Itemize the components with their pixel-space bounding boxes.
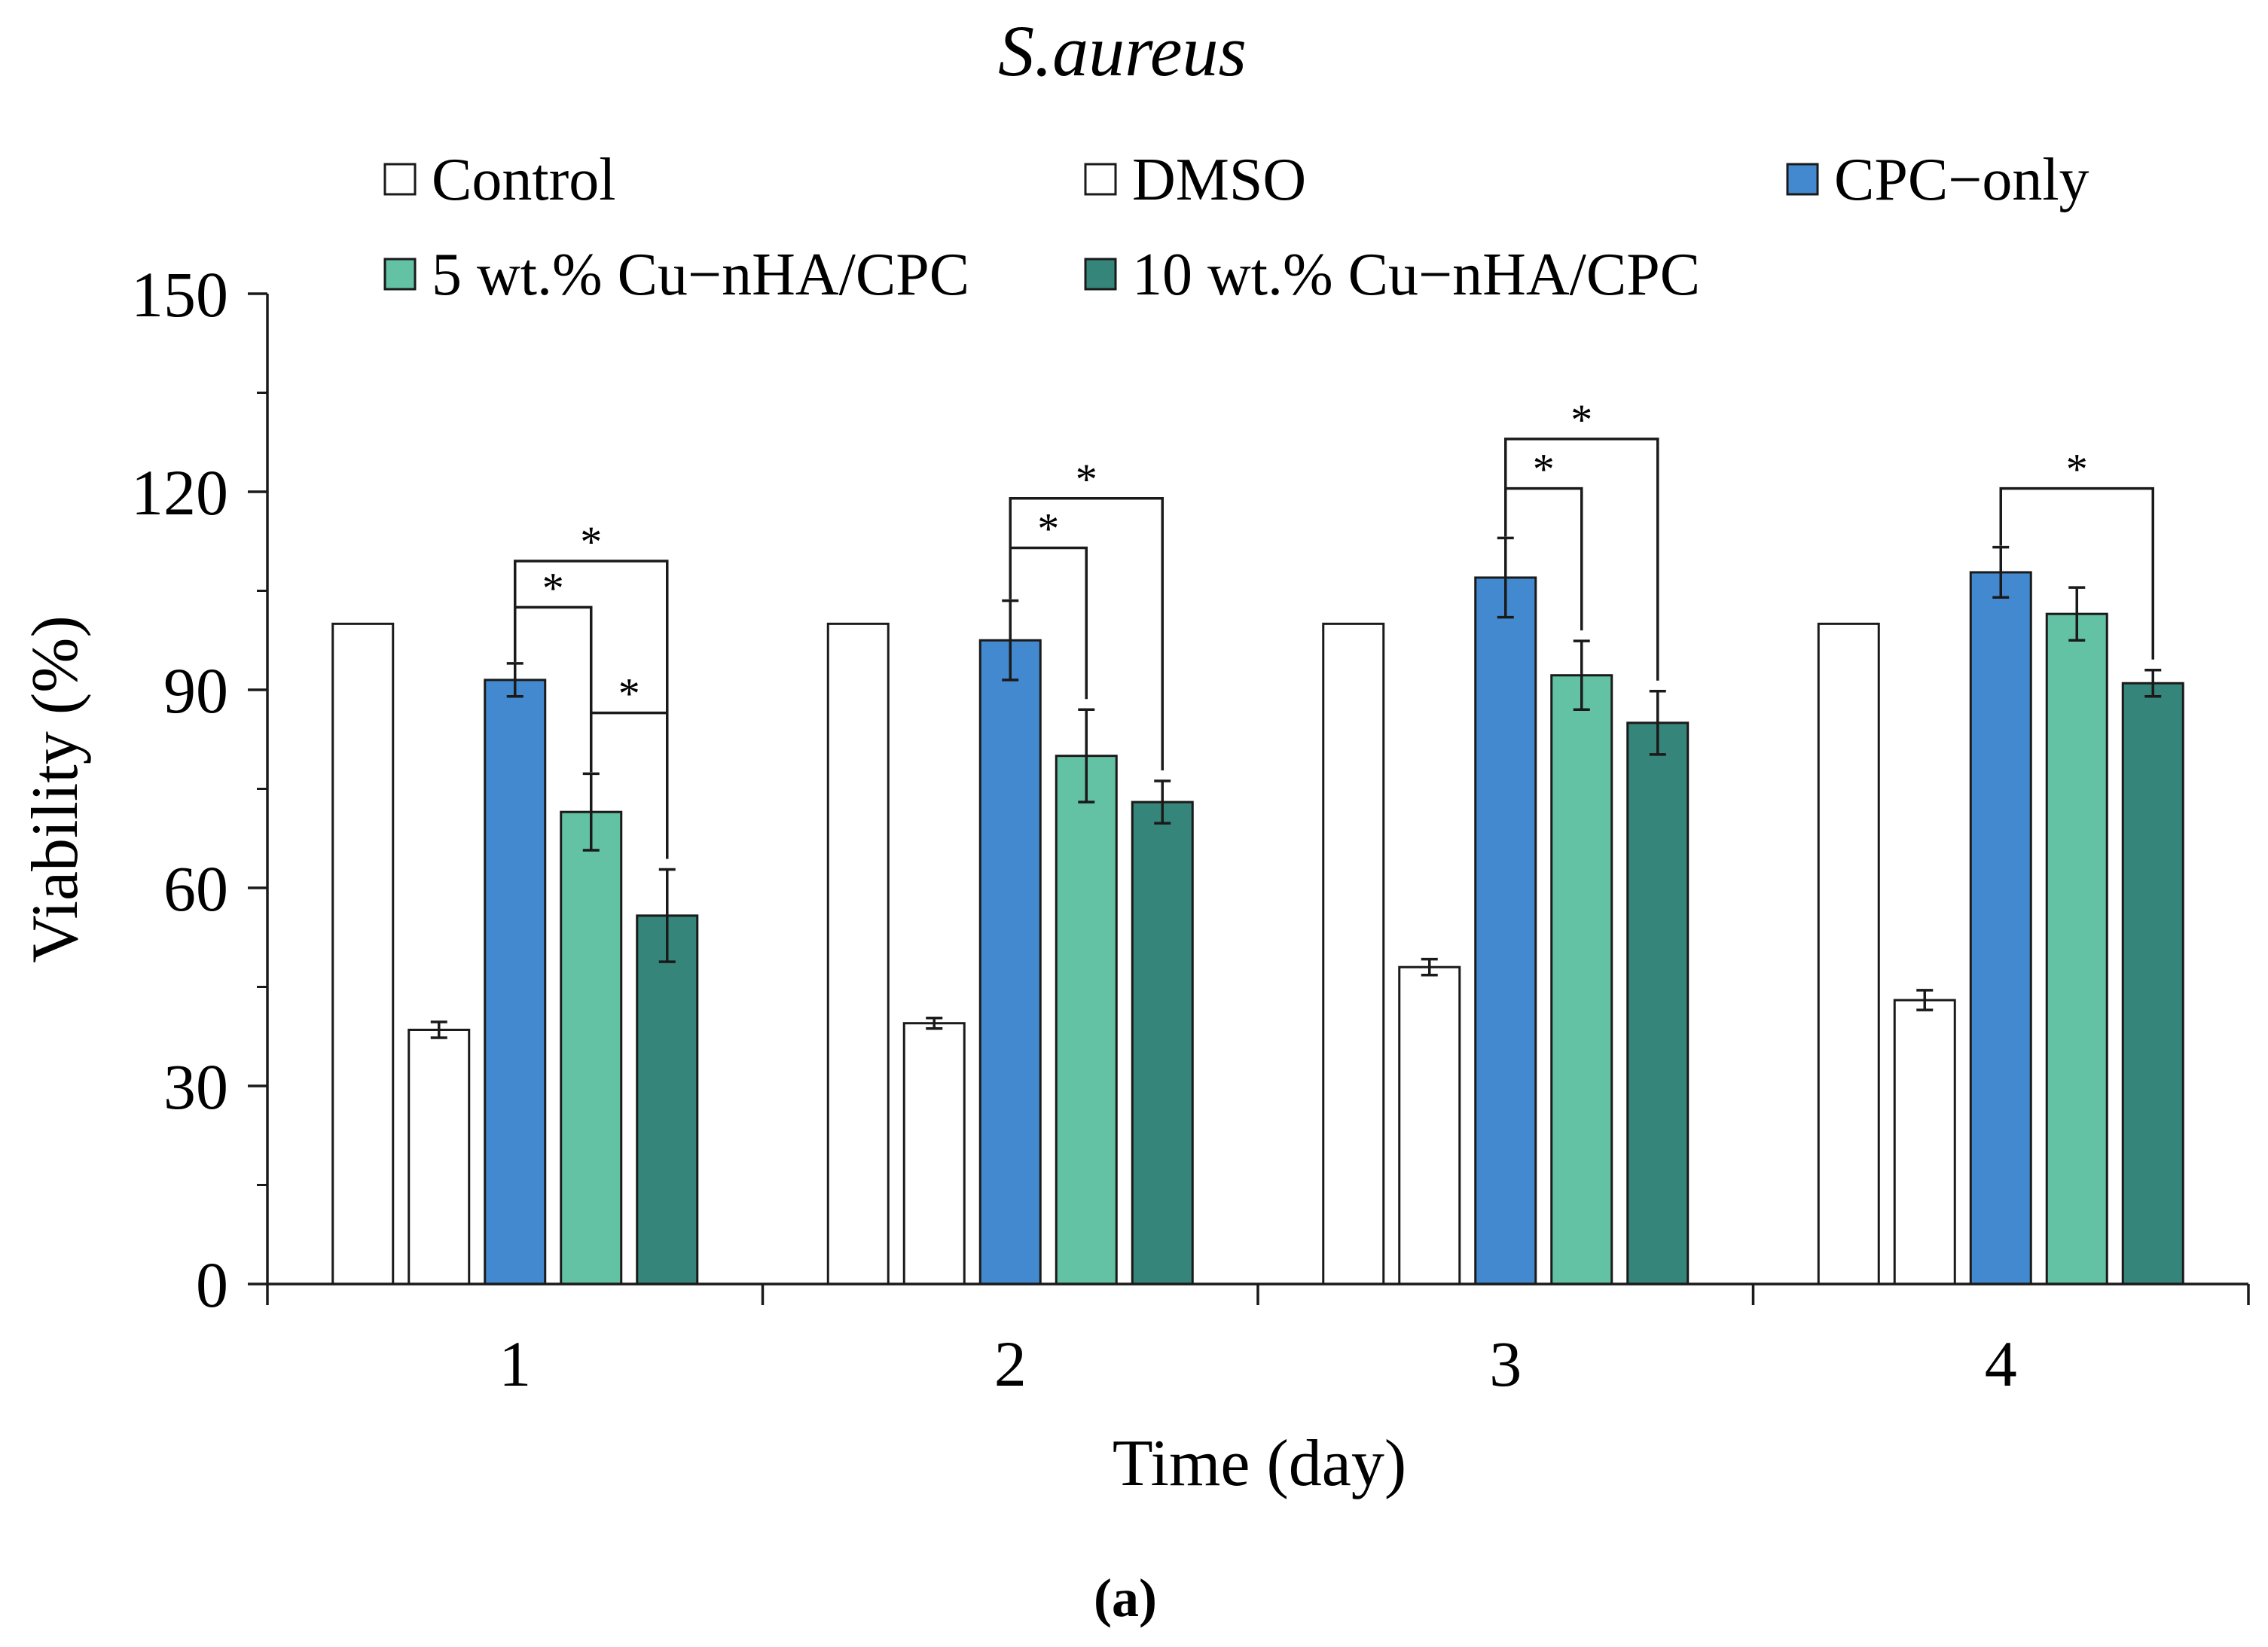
bar-day3-series3 xyxy=(1474,576,1537,1286)
significance-bracket xyxy=(514,560,669,859)
legend-swatch-3 xyxy=(1786,163,1819,196)
significance-star: * xyxy=(1037,505,1059,554)
bar-day2-series2 xyxy=(902,1022,966,1286)
significance-bracket xyxy=(1504,438,1659,681)
axes-layer: 0 30 60 90 120 150 1 2 3 4 xyxy=(131,258,2250,1400)
chart-title: S.aureus xyxy=(998,11,1247,91)
bar-day3-series5 xyxy=(1626,721,1690,1286)
significance-star: * xyxy=(1571,395,1592,444)
significance-bracket xyxy=(590,711,669,859)
legend-label-2: DMSO xyxy=(1132,147,1306,213)
y-axis-title: Viability (%) xyxy=(19,615,92,962)
bar-day1-series3 xyxy=(484,679,547,1286)
significance-star: * xyxy=(1076,455,1097,504)
bars-layer xyxy=(331,571,2184,1286)
bar-day4-series2 xyxy=(1893,999,1956,1286)
bar-day2-series1 xyxy=(826,622,890,1286)
x-tick-label-day4: 4 xyxy=(1985,1328,2017,1400)
x-tick-label-day1: 1 xyxy=(499,1328,531,1400)
significance-star: * xyxy=(542,563,564,612)
significance-star: * xyxy=(618,669,640,718)
significance-star: * xyxy=(580,517,602,566)
bar-day1-series5 xyxy=(636,914,699,1286)
bar-day4-series3 xyxy=(1969,571,2032,1286)
bar-day3-series2 xyxy=(1398,965,1461,1286)
x-tick-label-day2: 2 xyxy=(994,1328,1027,1400)
x-tick-label-day3: 3 xyxy=(1489,1328,1522,1400)
legend-label-4: 5 wt.% Cu−nHA/CPC xyxy=(432,242,969,308)
significance-star: * xyxy=(1533,445,1555,494)
significance-layer: * * * * * * * * xyxy=(514,395,2154,859)
legend-swatch-1 xyxy=(383,163,417,196)
y-tick-label: 60 xyxy=(163,852,228,925)
y-tick-label: 0 xyxy=(196,1249,228,1321)
figure-caption: (a) xyxy=(1094,1568,1157,1628)
bar-day2-series3 xyxy=(978,639,1042,1286)
legend-swatch-5 xyxy=(1084,258,1117,291)
y-tick-label: 120 xyxy=(131,456,228,529)
significance-bracket xyxy=(1999,486,2154,660)
significance-star: * xyxy=(2066,445,2088,494)
legend-swatch-4 xyxy=(383,258,417,291)
significance-bracket xyxy=(1009,497,1164,770)
y-tick-label: 30 xyxy=(163,1051,228,1123)
bar-day4-series5 xyxy=(2121,682,2184,1286)
bar-day2-series4 xyxy=(1055,755,1118,1286)
bar-day1-series1 xyxy=(331,622,395,1286)
bar-day2-series5 xyxy=(1131,801,1194,1286)
bar-day4-series1 xyxy=(1817,622,1880,1286)
legend-label-3: CPC−only xyxy=(1834,147,2089,213)
legend-label-1: Control xyxy=(432,147,615,213)
legend-swatch-2 xyxy=(1084,163,1117,196)
bar-day3-series1 xyxy=(1322,622,1385,1286)
error-bars-layer xyxy=(430,536,2162,1039)
legend: Control DMSO CPC−only 5 wt.% Cu−nHA/CPC 10 w… xyxy=(383,147,2089,308)
legend-label-5: 10 wt.% Cu−nHA/CPC xyxy=(1132,242,1700,308)
y-tick-label: 150 xyxy=(131,258,228,331)
bar-day1-series4 xyxy=(560,810,623,1286)
x-axis-title: Time (day) xyxy=(1113,1427,1406,1500)
y-tick-label: 90 xyxy=(163,654,228,727)
bar-day1-series2 xyxy=(408,1028,471,1286)
bar-day4-series4 xyxy=(2045,612,2108,1286)
bar-day3-series4 xyxy=(1550,674,1613,1286)
